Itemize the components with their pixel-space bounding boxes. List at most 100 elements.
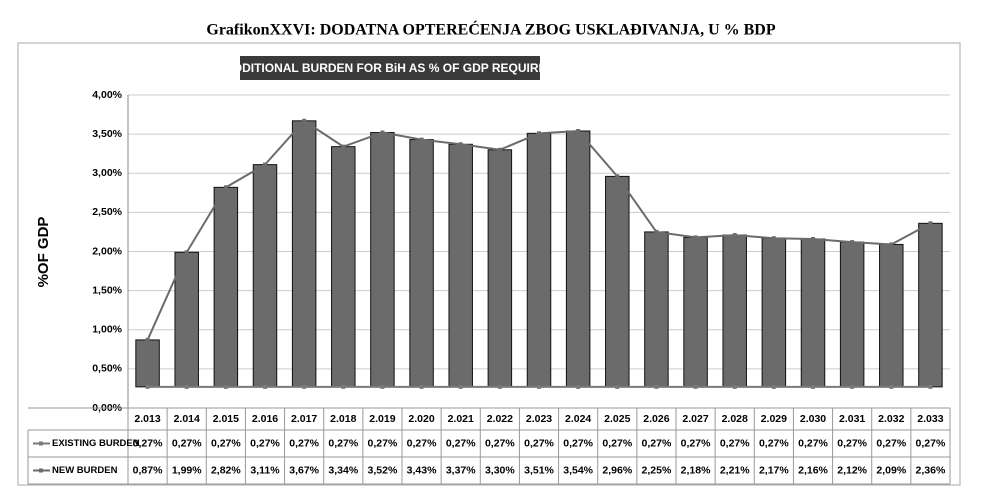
table-value: 2,16%	[798, 464, 828, 476]
point	[184, 384, 189, 389]
table-value: 2,82%	[211, 464, 241, 476]
y-axis-label: %OF GDP	[35, 217, 52, 288]
point	[302, 384, 307, 389]
subtitle-box	[240, 56, 540, 80]
bar	[135, 339, 160, 388]
point	[497, 384, 502, 389]
table-value: 0,27%	[133, 437, 163, 449]
point	[184, 250, 189, 255]
point	[223, 384, 228, 389]
point	[615, 174, 620, 179]
point	[497, 147, 502, 152]
x-tick-label: 2.019	[369, 413, 395, 425]
y-tick-label: 4,00%	[92, 89, 122, 101]
point	[458, 142, 463, 147]
table-value: 0,27%	[759, 437, 789, 449]
table-value: 0,27%	[485, 437, 515, 449]
table-value: 0,87%	[133, 464, 163, 476]
point	[263, 384, 267, 389]
point	[615, 384, 620, 389]
x-tick-label: 2.029	[761, 413, 787, 425]
point	[302, 118, 307, 123]
y-tick-label: 1,00%	[92, 324, 122, 336]
table-value: 0,27%	[916, 437, 946, 449]
table-value: 3,54%	[563, 464, 593, 476]
table-value: 2,09%	[876, 464, 906, 476]
x-tick-label: 2.028	[722, 413, 748, 425]
bar	[331, 146, 356, 388]
point	[341, 384, 346, 389]
table-value: 3,43%	[407, 464, 437, 476]
x-tick-label: 2.030	[800, 413, 826, 425]
bar	[409, 139, 434, 388]
bar	[722, 234, 747, 388]
point	[419, 384, 424, 389]
bar	[605, 175, 630, 388]
x-tick-label: 2.024	[565, 413, 591, 425]
table-value: 2,12%	[837, 464, 867, 476]
table-value: 1,99%	[172, 464, 202, 476]
point	[145, 337, 150, 342]
legend-marker	[39, 468, 43, 473]
bar	[800, 238, 826, 388]
point	[850, 240, 855, 245]
table-value: 0,27%	[446, 437, 476, 449]
bar	[252, 164, 278, 388]
x-tick-label: 2.025	[604, 413, 630, 425]
legend-label: NEW BURDEN	[52, 465, 118, 476]
point	[732, 233, 737, 238]
x-tick-label: 2.032	[878, 413, 904, 425]
x-tick-label: 2.015	[213, 413, 239, 425]
table-value: 2,17%	[759, 464, 789, 476]
y-tick-label: 2,00%	[92, 245, 122, 257]
chart-border	[17, 42, 961, 486]
point	[341, 144, 346, 149]
table-value: 2,25%	[642, 464, 672, 476]
table-value: 0,27%	[328, 437, 358, 449]
point	[811, 236, 815, 241]
point	[380, 130, 385, 135]
table-value: 3,11%	[250, 464, 280, 476]
x-tick-label: 2.022	[487, 413, 513, 425]
table-value: 2,96%	[602, 464, 632, 476]
bar	[487, 149, 513, 388]
table-value: 3,37%	[446, 464, 476, 476]
point	[576, 384, 581, 389]
table-value: 0,27%	[524, 437, 554, 449]
x-tick-label: 2.031	[839, 413, 865, 425]
table-value: 2,18%	[681, 464, 711, 476]
point	[811, 384, 815, 389]
point	[771, 384, 776, 389]
point	[654, 384, 659, 389]
point	[732, 384, 737, 389]
point	[889, 384, 894, 389]
table-value: 0,27%	[837, 437, 867, 449]
y-tick-label: 0,50%	[92, 363, 122, 375]
legend-marker	[39, 441, 43, 446]
bar	[644, 231, 669, 388]
bar	[918, 222, 943, 388]
x-tick-label: 2.033	[917, 413, 943, 425]
table-value: 0,27%	[563, 437, 593, 449]
bar	[448, 143, 473, 388]
table-value: 0,27%	[250, 437, 280, 449]
table-value: 0,27%	[876, 437, 906, 449]
table-value: 0,27%	[172, 437, 202, 449]
table-value: 3,34%	[328, 464, 358, 476]
bar	[839, 241, 865, 388]
table-value: 3,52%	[368, 464, 398, 476]
point	[380, 384, 385, 389]
point	[537, 384, 541, 389]
x-tick-label: 2.016	[252, 413, 278, 425]
table-value: 2,21%	[720, 464, 750, 476]
point	[693, 235, 698, 240]
x-tick-label: 2.026	[643, 413, 669, 425]
point	[223, 185, 228, 190]
chart-subtitle: ADDITIONAL BURDEN FOR BiH AS % OF GDP RE…	[225, 61, 556, 75]
x-tick-label: 2.017	[291, 413, 317, 425]
chart-title: GrafikonXXVI: DODATNA OPTEREĆENJA ZBOG U…	[206, 20, 775, 39]
point	[576, 128, 581, 133]
x-tick-label: 2.027	[682, 413, 708, 425]
bar	[370, 132, 395, 388]
bar	[683, 236, 708, 388]
